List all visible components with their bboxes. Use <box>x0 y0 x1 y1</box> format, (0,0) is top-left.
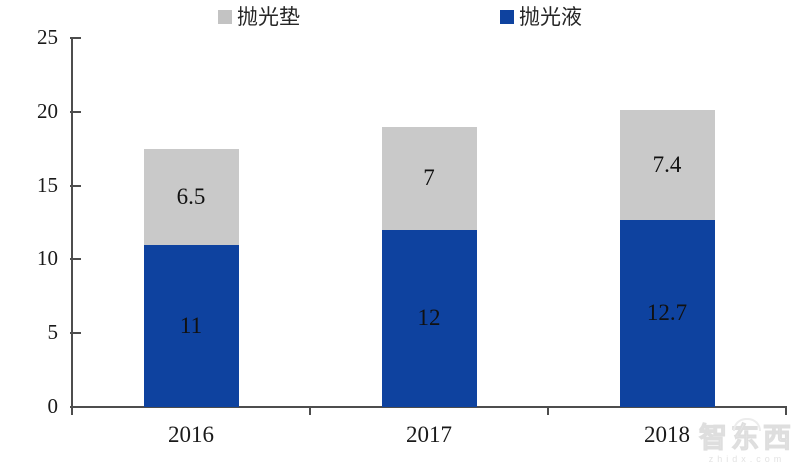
bar-segment-抛光垫-2017: 7 <box>381 126 477 230</box>
watermark-arc-icon <box>732 418 761 431</box>
data-label: 7.4 <box>652 151 682 177</box>
x-axis-tick <box>71 407 73 415</box>
legend-item-liquid: 抛光液 <box>500 6 582 28</box>
y-axis-tick <box>70 258 81 261</box>
y-axis-tick <box>70 332 81 335</box>
y-axis-tick-label: 15 <box>37 172 58 197</box>
x-axis-line <box>70 406 787 408</box>
watermark-site-url: zhidx.com <box>708 454 786 464</box>
y-axis-tick-label: 5 <box>47 320 59 345</box>
y-axis-line <box>71 37 73 409</box>
y-axis-tick-label: 25 <box>37 25 58 49</box>
legend-swatch-blue <box>500 10 514 24</box>
bar-segment-抛光垫-2016: 6.5 <box>143 148 239 245</box>
x-axis-tick <box>309 407 311 415</box>
data-label: 6.5 <box>176 183 206 209</box>
y-axis-tick <box>70 184 81 187</box>
legend: 抛光垫 抛光液 <box>0 6 800 28</box>
data-label: 12 <box>417 305 441 331</box>
y-axis-tick-label: 10 <box>37 246 58 271</box>
bar-segment-抛光液-2018: 12.7 <box>619 219 715 407</box>
y-axis-tick-label: 20 <box>37 98 58 123</box>
bar-segment-抛光垫-2018: 7.4 <box>619 110 715 220</box>
y-axis-tick <box>70 110 81 113</box>
data-label: 7 <box>423 165 435 191</box>
legend-label-liquid: 抛光液 <box>519 5 582 29</box>
legend-swatch-gray <box>218 10 232 24</box>
x-axis-category-label: 2018 <box>644 422 690 447</box>
y-axis-tick-label: 0 <box>47 394 59 418</box>
y-axis-tick <box>70 406 81 408</box>
legend-item-pad: 抛光垫 <box>218 6 300 28</box>
x-axis-category-label: 2016 <box>168 422 214 447</box>
x-axis-category-label: 2017 <box>406 422 452 447</box>
x-axis-tick <box>547 407 549 415</box>
data-label: 12.7 <box>646 300 688 326</box>
y-axis-tick <box>70 37 81 39</box>
data-label: 11 <box>179 312 203 338</box>
legend-label-pad: 抛光垫 <box>237 5 300 29</box>
bar-segment-抛光液-2017: 12 <box>381 229 477 407</box>
bar-segment-抛光液-2016: 11 <box>143 244 239 407</box>
x-axis-tick <box>785 407 787 415</box>
